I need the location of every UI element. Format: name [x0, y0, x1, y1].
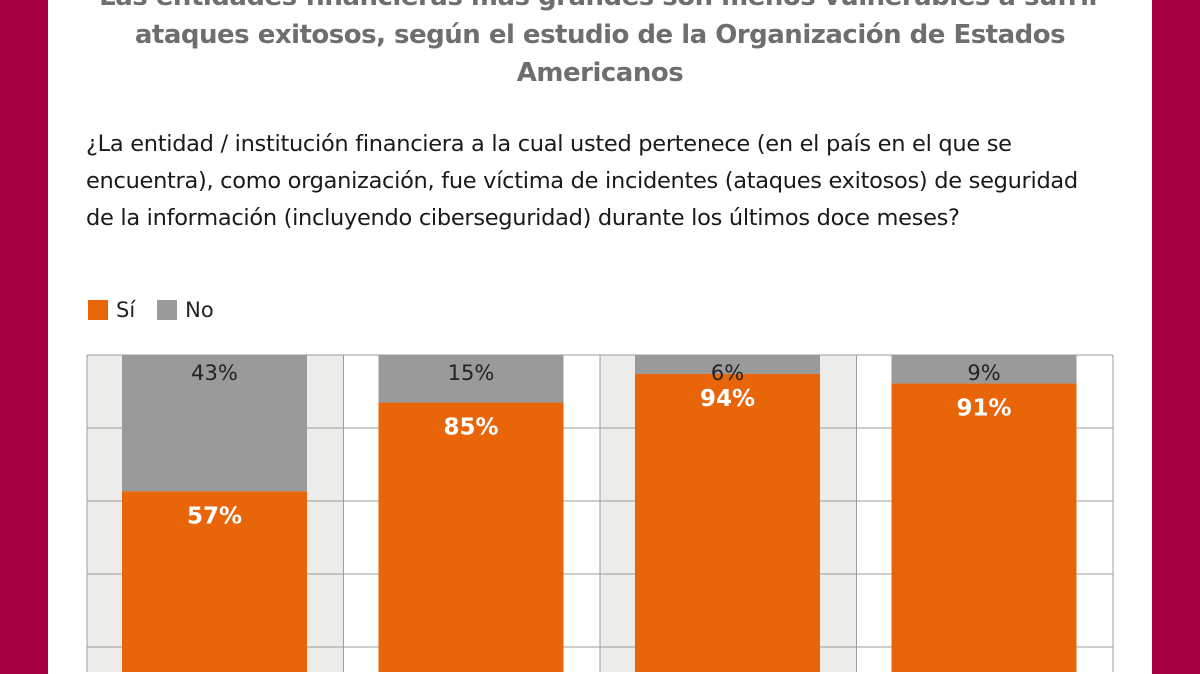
legend: Sí No — [88, 298, 214, 322]
bar-si — [378, 402, 564, 672]
data-label-si: 94% — [700, 386, 755, 412]
legend-item-no: No — [157, 298, 214, 322]
legend-label-si: Sí — [116, 298, 136, 322]
legend-swatch-no — [157, 300, 178, 320]
legend-swatch-si — [88, 300, 108, 320]
bar-si — [891, 383, 1077, 672]
stacked-bar-chart: 43% 57% 15% 85% 6%94% 9% 91% — [86, 354, 1114, 672]
data-label-si: 85% — [443, 415, 498, 441]
data-label-no: 9% — [967, 361, 1000, 385]
bar-no — [891, 355, 1077, 384]
data-label-no: 6% — [711, 361, 744, 385]
legend-label-no: No — [185, 298, 214, 322]
bar-no — [122, 355, 307, 492]
data-label-si: 57% — [187, 503, 242, 529]
data-label-si: 91% — [956, 396, 1011, 422]
bar-si — [122, 491, 307, 672]
survey-question: ¿La entidad / institución financiera a l… — [86, 131, 1078, 231]
legend-item-si: Sí — [88, 298, 135, 322]
data-label-no: 43% — [191, 361, 238, 385]
data-label-no: 15% — [448, 361, 495, 385]
bar-si — [635, 374, 820, 672]
bar-no — [635, 355, 820, 375]
infographic-panel: Las entidades financieras más grandes so… — [48, 0, 1152, 674]
chart-title: Las entidades financieras más grandes so… — [99, 0, 1101, 88]
bar-no — [378, 355, 564, 403]
